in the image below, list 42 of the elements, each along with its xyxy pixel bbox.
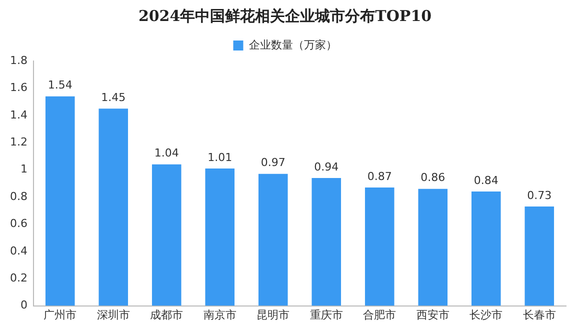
data-label: 0.94 [314, 160, 339, 174]
bar [418, 188, 448, 306]
data-label: 1.45 [101, 90, 126, 104]
y-tick-label: 1.2 [10, 135, 28, 148]
bar [258, 174, 288, 306]
y-tick-label: 0.8 [10, 190, 28, 203]
x-tick-label: 长春市 [522, 308, 556, 322]
x-tick-label: 深圳市 [96, 308, 130, 322]
data-label: 0.84 [474, 174, 498, 187]
y-tick-label: 0.4 [10, 244, 28, 258]
x-tick-label: 广州市 [44, 308, 77, 322]
x-tick-label: 长沙市 [470, 308, 503, 322]
y-tick-label: 1.6 [10, 81, 28, 94]
bar [45, 96, 75, 306]
x-tick-label: 合肥市 [363, 308, 396, 322]
legend-label: 企业数量（万家） [248, 38, 337, 52]
x-tick-label: 成都市 [150, 308, 184, 322]
data-label: 1.54 [48, 78, 72, 92]
y-tick-label: 1.4 [10, 108, 28, 122]
y-tick-label: 1 [20, 162, 28, 176]
bar [152, 164, 182, 306]
x-tick-label: 昆明市 [256, 308, 290, 322]
y-tick-label: 1.8 [10, 54, 28, 67]
x-tick-label: 重庆市 [310, 308, 343, 322]
bar [524, 206, 554, 306]
data-label: 0.87 [367, 170, 392, 183]
data-label: 1.04 [154, 146, 179, 160]
data-label: 1.01 [208, 150, 232, 164]
chart-title: 2024年中国鲜花相关企业城市分布TOP10 [138, 6, 432, 25]
bar [205, 168, 235, 306]
x-tick-label: 南京市 [203, 308, 236, 322]
bar [98, 108, 128, 306]
bar [364, 187, 394, 306]
data-label: 0.73 [527, 188, 552, 202]
y-tick-label: 0.2 [10, 271, 28, 284]
x-tick-label: 西安市 [416, 308, 450, 322]
y-tick-label: 0.6 [10, 217, 28, 230]
data-label: 0.97 [260, 156, 286, 170]
data-label: 0.86 [420, 171, 446, 184]
bar [312, 178, 342, 306]
bar [471, 192, 501, 306]
y-tick-label: 0 [20, 298, 28, 312]
